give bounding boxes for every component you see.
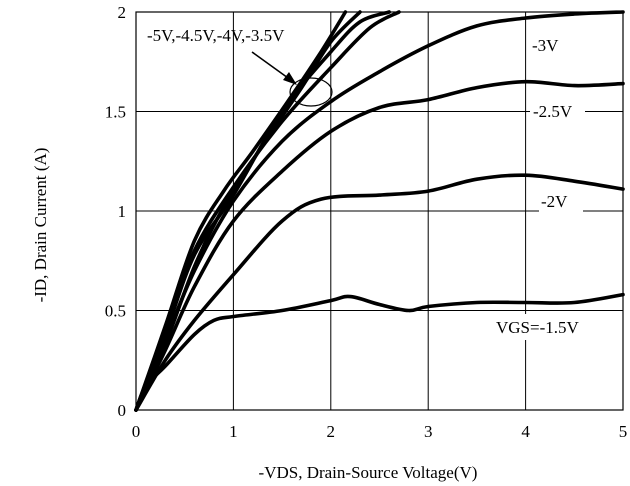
plot-frame	[135, 11, 624, 411]
x-tick-label: 3	[424, 422, 433, 441]
y-tick-label: 0.5	[105, 302, 126, 321]
label-bg-2-5v	[530, 99, 585, 123]
annotation-ellipse	[289, 77, 333, 107]
label-bg-2v	[539, 190, 583, 212]
series-line	[134, 10, 348, 412]
y-axis-title: -ID, Drain Current (A)	[31, 148, 50, 303]
y-tick-label: 1	[118, 202, 127, 221]
y-tick-label: 2	[118, 3, 127, 22]
series-label-2-5v: -2.5V	[533, 102, 573, 121]
x-tick-label: 2	[327, 422, 336, 441]
series-line	[134, 292, 625, 412]
x-axis-title: -VDS, Drain-Source Voltage(V)	[259, 463, 478, 482]
x-tick-label: 5	[619, 422, 628, 441]
series-line	[134, 10, 362, 412]
label-bg-1-5v	[492, 314, 610, 340]
series-line	[134, 173, 625, 412]
y-tick-label: 0	[118, 401, 127, 420]
x-tick-label: 4	[521, 422, 530, 441]
x-tick-label: 0	[132, 422, 141, 441]
y-tick-label: 1.5	[105, 103, 126, 122]
x-tick-label: 1	[229, 422, 238, 441]
annotation-group-label: -5V,-4.5V,-4V,-3.5V	[147, 26, 285, 45]
series-label-2v: -2V	[541, 192, 568, 211]
series-line	[134, 79, 625, 412]
series-lines	[134, 10, 625, 412]
tick-labels: 0 1 2 3 4 5 0 0.5 1 1.5 2	[105, 3, 628, 441]
series-label-3v: -3V	[532, 36, 559, 55]
series-label-1-5v: VGS=-1.5V	[496, 318, 580, 337]
annotation-arrow-head	[283, 72, 297, 85]
label-bg-3v	[529, 34, 569, 56]
